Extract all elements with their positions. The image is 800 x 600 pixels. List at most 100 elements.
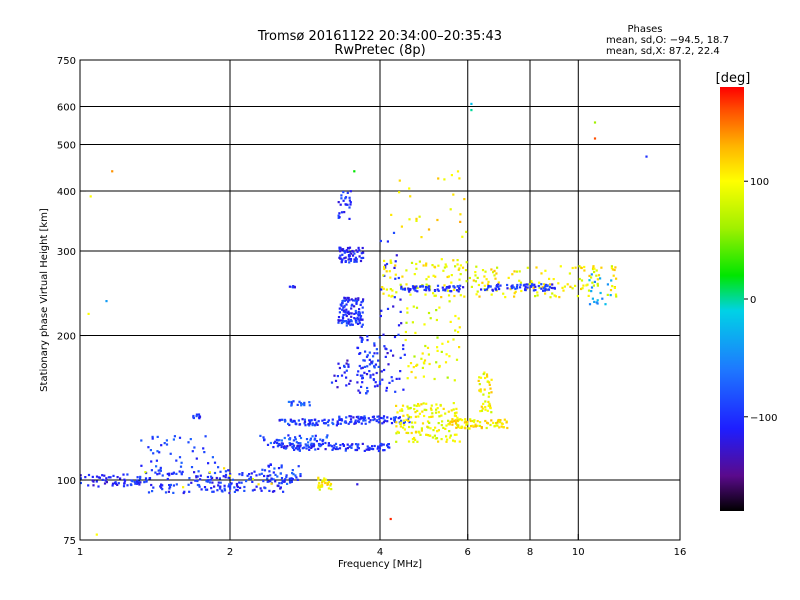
data-point <box>368 421 371 424</box>
data-point <box>318 488 321 491</box>
data-point <box>279 486 282 489</box>
data-point <box>474 425 477 428</box>
data-point <box>346 191 349 194</box>
data-point <box>396 430 399 433</box>
data-point <box>414 411 417 414</box>
data-point <box>345 303 348 306</box>
data-point <box>347 365 350 368</box>
data-point <box>402 347 405 351</box>
data-point <box>188 490 191 493</box>
colorbar-tick-label: 100 <box>750 177 769 188</box>
data-point <box>613 286 616 289</box>
data-point <box>428 362 431 366</box>
data-point <box>156 473 159 476</box>
data-point <box>366 445 369 448</box>
data-point <box>426 346 430 349</box>
data-point <box>340 419 344 422</box>
data-point <box>277 467 281 470</box>
data-point <box>325 436 328 439</box>
data-point <box>341 308 344 311</box>
data-point <box>160 444 163 447</box>
data-point <box>309 439 312 442</box>
data-point <box>487 395 490 398</box>
data-point <box>438 306 441 309</box>
data-point <box>448 430 451 433</box>
data-point <box>278 482 281 485</box>
data-point <box>429 427 432 430</box>
data-point <box>425 433 428 436</box>
data-point <box>340 374 344 377</box>
data-point <box>276 441 279 445</box>
data-point <box>339 250 342 253</box>
data-point <box>453 412 457 415</box>
data-point <box>562 289 565 292</box>
data-point <box>350 446 353 449</box>
data-point <box>497 418 500 422</box>
data-point <box>435 361 438 364</box>
data-point <box>235 488 238 492</box>
data-point <box>365 373 369 376</box>
data-point <box>383 259 386 262</box>
data-point <box>202 447 205 450</box>
data-point <box>452 193 455 196</box>
data-point <box>348 261 351 264</box>
data-point <box>475 293 478 296</box>
data-point <box>269 479 272 483</box>
data-point <box>392 416 396 419</box>
data-point <box>351 323 354 326</box>
data-point <box>416 409 419 412</box>
data-point <box>590 273 593 276</box>
data-point <box>168 484 171 487</box>
data-point <box>158 472 161 475</box>
data-point <box>458 288 461 291</box>
data-point <box>444 427 447 430</box>
data-point <box>114 482 118 485</box>
data-point <box>307 441 310 444</box>
data-point <box>212 490 215 493</box>
data-point <box>437 289 440 292</box>
data-point <box>440 424 443 427</box>
data-point <box>311 422 314 425</box>
data-point <box>384 264 387 267</box>
data-point <box>290 477 293 480</box>
data-point <box>357 443 360 446</box>
data-point <box>326 483 329 486</box>
data-point <box>569 285 572 288</box>
data-point <box>156 450 159 453</box>
data-point <box>203 451 206 454</box>
data-point <box>457 330 460 334</box>
data-point <box>394 416 397 419</box>
data-point <box>347 311 350 314</box>
data-point <box>425 262 428 265</box>
data-point <box>581 287 584 290</box>
data-point <box>95 475 99 478</box>
data-point <box>299 442 302 445</box>
data-point <box>266 443 270 446</box>
data-point <box>402 426 405 429</box>
data-point <box>293 448 296 451</box>
data-point <box>211 476 214 479</box>
data-point <box>227 485 230 488</box>
data-point <box>461 419 464 422</box>
data-point <box>428 289 431 292</box>
data-point <box>364 350 367 353</box>
data-point <box>413 273 416 276</box>
data-point <box>390 417 393 420</box>
data-point <box>454 420 457 423</box>
data-point <box>274 480 277 483</box>
data-point <box>488 383 491 386</box>
data-point <box>454 265 457 268</box>
data-point <box>427 311 431 315</box>
data-point <box>383 419 386 423</box>
data-point <box>294 438 297 441</box>
data-point <box>336 447 339 451</box>
data-point <box>400 285 403 288</box>
data-point <box>331 448 334 451</box>
data-point <box>298 447 301 450</box>
data-point <box>502 292 505 295</box>
data-point <box>451 423 454 426</box>
data-point <box>409 293 412 296</box>
data-point <box>440 438 443 441</box>
data-point <box>304 424 307 427</box>
data-point <box>450 274 453 277</box>
